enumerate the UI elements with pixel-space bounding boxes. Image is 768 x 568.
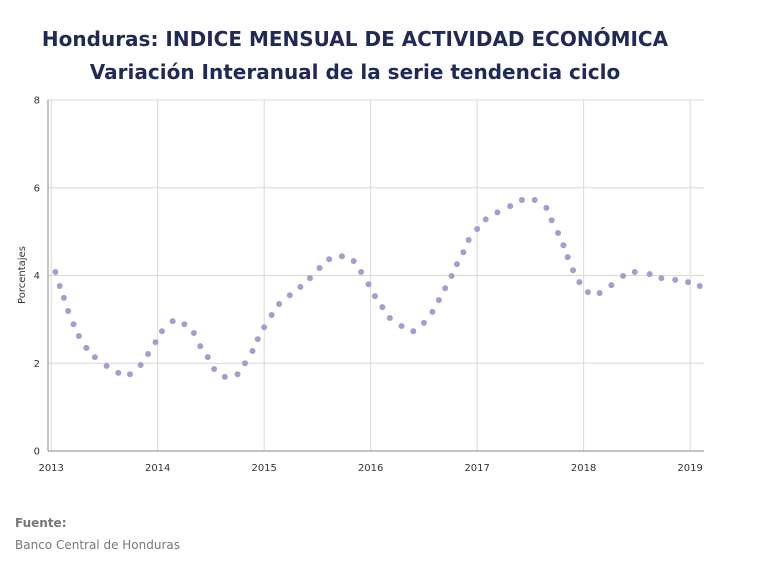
point bbox=[338, 253, 345, 260]
point bbox=[465, 236, 472, 243]
source: Banco Central de Honduras bbox=[15, 538, 180, 552]
point bbox=[531, 197, 538, 204]
point bbox=[211, 365, 218, 372]
point bbox=[254, 336, 261, 343]
chart-title: Honduras: INDICE MENSUAL DE ACTIVIDAD EC… bbox=[42, 27, 669, 51]
point bbox=[91, 354, 98, 361]
point bbox=[548, 217, 555, 224]
point bbox=[672, 276, 679, 283]
point bbox=[242, 360, 249, 367]
point bbox=[316, 265, 323, 272]
point bbox=[169, 318, 176, 325]
point bbox=[564, 254, 571, 261]
source-label: Fuente: bbox=[15, 516, 67, 530]
point bbox=[420, 319, 427, 326]
point bbox=[494, 209, 501, 216]
point bbox=[103, 362, 110, 369]
point bbox=[65, 308, 72, 315]
x-tick-label: 2016 bbox=[358, 463, 383, 474]
point bbox=[234, 371, 241, 378]
point bbox=[410, 328, 417, 335]
point bbox=[158, 328, 165, 335]
point bbox=[137, 362, 144, 369]
point bbox=[127, 371, 133, 378]
point bbox=[115, 369, 122, 376]
point bbox=[543, 204, 550, 211]
point bbox=[326, 256, 333, 263]
point bbox=[249, 347, 256, 354]
point bbox=[276, 301, 283, 308]
point bbox=[620, 272, 627, 279]
point bbox=[474, 225, 481, 232]
point bbox=[576, 279, 583, 286]
point bbox=[435, 297, 442, 304]
x-tick-label: 2015 bbox=[251, 463, 276, 474]
point bbox=[204, 354, 211, 361]
point bbox=[261, 324, 268, 331]
point bbox=[482, 216, 489, 223]
point bbox=[448, 272, 455, 279]
point bbox=[75, 333, 82, 340]
point bbox=[453, 261, 460, 268]
point bbox=[190, 329, 197, 336]
point bbox=[145, 351, 152, 358]
x-tick-label: 2019 bbox=[677, 463, 702, 474]
point bbox=[507, 203, 514, 210]
point bbox=[379, 304, 386, 311]
x-tick-label: 2017 bbox=[464, 463, 489, 474]
point bbox=[286, 292, 293, 299]
y-axis-label: Porcentajes bbox=[17, 246, 28, 304]
point bbox=[350, 258, 357, 265]
point bbox=[560, 242, 567, 249]
point bbox=[429, 308, 436, 315]
point bbox=[608, 282, 615, 289]
point bbox=[371, 293, 378, 300]
point bbox=[584, 289, 591, 296]
point bbox=[152, 339, 159, 346]
chart-subtitle: Variación Interanual de la serie tendenc… bbox=[90, 60, 620, 84]
y-tick-label: 2 bbox=[34, 359, 40, 370]
y-tick-label: 0 bbox=[34, 447, 40, 458]
x-tick-label: 2018 bbox=[571, 463, 596, 474]
point bbox=[658, 275, 665, 282]
x-tick-label: 2014 bbox=[145, 463, 170, 474]
point bbox=[460, 249, 467, 256]
x-tick-label: 2013 bbox=[38, 463, 63, 474]
point bbox=[358, 268, 365, 275]
point bbox=[306, 275, 313, 282]
point bbox=[268, 311, 275, 318]
point bbox=[518, 197, 525, 204]
point bbox=[570, 267, 577, 274]
point bbox=[197, 343, 204, 350]
y-tick-label: 4 bbox=[34, 271, 40, 282]
point bbox=[442, 285, 449, 292]
point bbox=[555, 229, 562, 236]
point bbox=[398, 322, 405, 329]
point bbox=[386, 315, 393, 322]
y-tick-label: 6 bbox=[34, 183, 40, 194]
point bbox=[631, 268, 638, 275]
point bbox=[297, 283, 304, 290]
point bbox=[696, 283, 703, 290]
point bbox=[70, 321, 77, 328]
point bbox=[60, 294, 67, 301]
point bbox=[646, 271, 653, 278]
point bbox=[56, 283, 63, 290]
point bbox=[83, 344, 90, 351]
point bbox=[221, 373, 228, 380]
point bbox=[181, 321, 188, 328]
point bbox=[596, 290, 603, 297]
point bbox=[365, 281, 372, 288]
y-tick-label: 8 bbox=[34, 96, 40, 107]
point bbox=[685, 279, 692, 286]
point bbox=[52, 268, 59, 275]
